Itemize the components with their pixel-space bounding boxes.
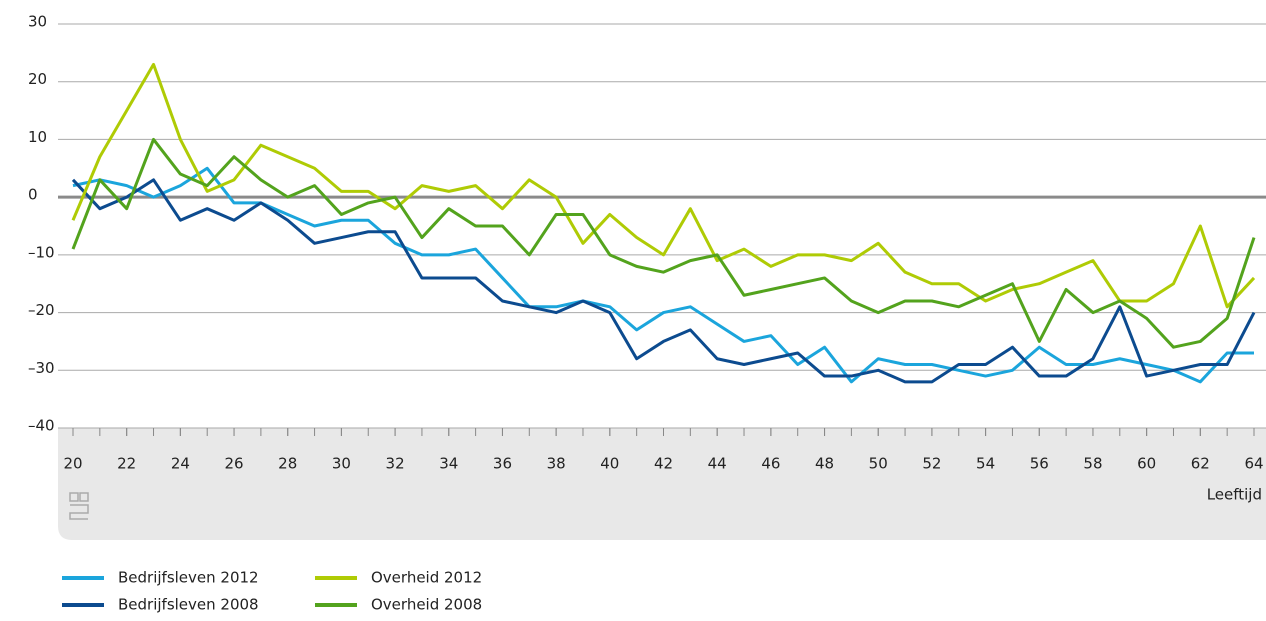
y-tick-label: –40 (28, 417, 55, 435)
x-tick-label: 20 (63, 455, 82, 473)
x-tick-label: 38 (547, 455, 566, 473)
legend-label: Overheid 2012 (371, 569, 482, 587)
logo (69, 492, 89, 520)
y-tick-label: –10 (28, 243, 55, 261)
x-tick-label: 60 (1137, 455, 1156, 473)
x-tick-label: 36 (493, 455, 512, 473)
x-tick-label: 64 (1244, 455, 1263, 473)
legend-label: Overheid 2008 (371, 596, 482, 614)
y-tick-label: 10 (28, 128, 47, 146)
x-tick-label: 50 (869, 455, 888, 473)
x-tick-label: 32 (386, 455, 405, 473)
x-tick-label: 22 (117, 455, 136, 473)
x-tick-label: 44 (708, 455, 727, 473)
x-tick-label: 30 (332, 455, 351, 473)
x-tick-label: 46 (761, 455, 780, 473)
x-tick-label: 28 (278, 455, 297, 473)
x-tick-label: 62 (1191, 455, 1210, 473)
x-axis-label: Leeftijd (1207, 486, 1262, 504)
x-tick-label: 58 (1083, 455, 1102, 473)
series-line (71, 178, 1256, 384)
series-line (72, 166, 1254, 384)
x-axis-band (58, 428, 1266, 540)
x-tick-label: 52 (922, 455, 941, 473)
x-tick-label: 34 (439, 455, 458, 473)
y-tick-label: –20 (28, 301, 55, 319)
series-line (71, 62, 1256, 309)
y-tick-label: 20 (28, 70, 47, 88)
x-tick-label: 26 (224, 455, 243, 473)
x-tick-label: 24 (171, 455, 190, 473)
x-tick-label: 48 (815, 455, 834, 473)
x-tick-label: 40 (600, 455, 619, 473)
legend-label: Bedrijfsleven 2008 (118, 596, 259, 614)
x-tick-label: 56 (1030, 455, 1049, 473)
y-tick-label: 30 (28, 13, 47, 31)
y-tick-label: –30 (28, 359, 55, 377)
x-tick-label: 42 (654, 455, 673, 473)
series-line (71, 137, 1256, 349)
legend-label: Bedrijfsleven 2012 (118, 569, 259, 587)
y-tick-label: 0 (28, 186, 38, 204)
x-tick-label: 54 (976, 455, 995, 473)
